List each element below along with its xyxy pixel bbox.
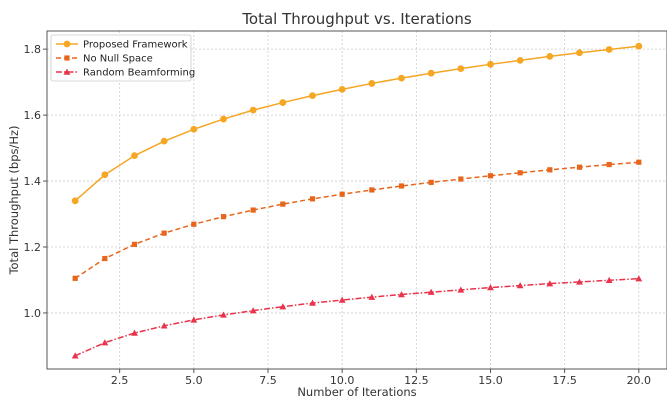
data-point [517, 170, 523, 176]
data-point [368, 293, 376, 300]
data-point [635, 275, 643, 282]
data-point [369, 187, 375, 193]
legend-item: Random Beamforming [56, 68, 195, 79]
data-point [250, 207, 256, 213]
y-axis-title: Total Throughput (bps/Hz) [7, 125, 21, 275]
y-tick-label: 1.8 [24, 43, 42, 56]
data-point [339, 191, 345, 197]
legend-marker [64, 55, 70, 61]
x-tick-label: 2.5 [111, 374, 129, 387]
legend-marker [63, 40, 71, 48]
y-tick-label: 1.0 [24, 307, 42, 320]
data-point [131, 241, 138, 247]
x-axis-title: Number of Iterations [297, 385, 416, 399]
axes: 2.5 5.0 7.5 10.0 12.5 15.0 17.5 20.0 1.0 1.2 1.4 1.… [24, 30, 667, 387]
data-point [309, 92, 316, 100]
data-point [546, 280, 554, 287]
series-2 [71, 275, 643, 359]
data-point [516, 56, 524, 64]
data-point [457, 65, 465, 72]
data-point [487, 284, 494, 291]
chart-title: Total Throughput vs. Iterations [241, 10, 472, 28]
data-point [576, 164, 583, 170]
legend-label: Random Beamforming [83, 68, 195, 79]
series-line [74, 277, 639, 357]
data-point [190, 125, 198, 133]
data-point [101, 171, 109, 179]
data-point [398, 74, 405, 82]
data-point [368, 80, 376, 87]
data-point [458, 176, 464, 182]
data-point [635, 42, 643, 50]
data-point [338, 296, 346, 303]
grid [47, 31, 667, 369]
data-point [279, 99, 287, 106]
data-point [427, 288, 435, 295]
data-point [605, 276, 613, 284]
data-point [280, 201, 286, 207]
data-point [428, 179, 434, 185]
series-1 [72, 159, 642, 281]
data-point [102, 255, 108, 262]
legend-label: No Null Space [83, 54, 153, 65]
legend-box [50, 34, 192, 82]
data-point [190, 316, 198, 323]
y-tick-label: 1.6 [24, 109, 42, 122]
x-tick-label: 10.0 [330, 374, 355, 387]
x-tick-label: 7.5 [259, 374, 277, 387]
legend-item: Proposed Framework [56, 40, 188, 51]
x-tick-label: 20.0 [627, 374, 652, 387]
data-point [338, 85, 346, 93]
data-point [160, 322, 168, 329]
data-point [72, 275, 78, 281]
data-point [398, 183, 405, 189]
data-point [249, 307, 257, 314]
data-point [636, 159, 642, 165]
data-point [605, 46, 613, 53]
series-line [74, 45, 639, 202]
legend-marker [63, 68, 71, 75]
data-point [71, 352, 79, 359]
data-point [131, 329, 138, 336]
data-point [576, 278, 583, 285]
plot-frame [46, 30, 667, 370]
data-point [309, 299, 316, 306]
data-point [547, 167, 553, 173]
data-point [398, 291, 405, 298]
data-point [427, 69, 435, 77]
y-tick-label: 1.2 [24, 241, 42, 254]
series-line [74, 161, 639, 279]
data-point [160, 137, 168, 145]
data-point [220, 311, 227, 318]
data-point [546, 52, 554, 60]
y-tick-label: 1.4 [24, 175, 42, 188]
legend-item: No Null Space [56, 54, 153, 65]
data-point [309, 196, 316, 202]
x-tick-label: 12.5 [404, 374, 429, 387]
data-point [606, 161, 612, 168]
series-0 [71, 42, 643, 205]
data-point [220, 214, 227, 220]
data-point [487, 173, 494, 179]
data-point [487, 60, 494, 68]
data-point [101, 339, 109, 346]
legend-label: Proposed Framework [83, 40, 188, 51]
x-tick-label: 17.5 [552, 374, 577, 387]
data-point [220, 115, 227, 123]
data-point [131, 152, 138, 160]
data-point [71, 197, 79, 205]
data-point [576, 49, 583, 57]
data-point [191, 221, 197, 227]
data-point [457, 286, 465, 293]
data-point [516, 282, 524, 289]
data-point [279, 303, 287, 310]
legend: Proposed Framework No Null Space Random Be… [50, 34, 195, 82]
data-point [161, 230, 167, 236]
data-point [249, 106, 257, 114]
x-tick-label: 5.0 [185, 374, 203, 387]
series-layer [71, 42, 643, 359]
x-tick-label: 15.0 [478, 374, 503, 387]
